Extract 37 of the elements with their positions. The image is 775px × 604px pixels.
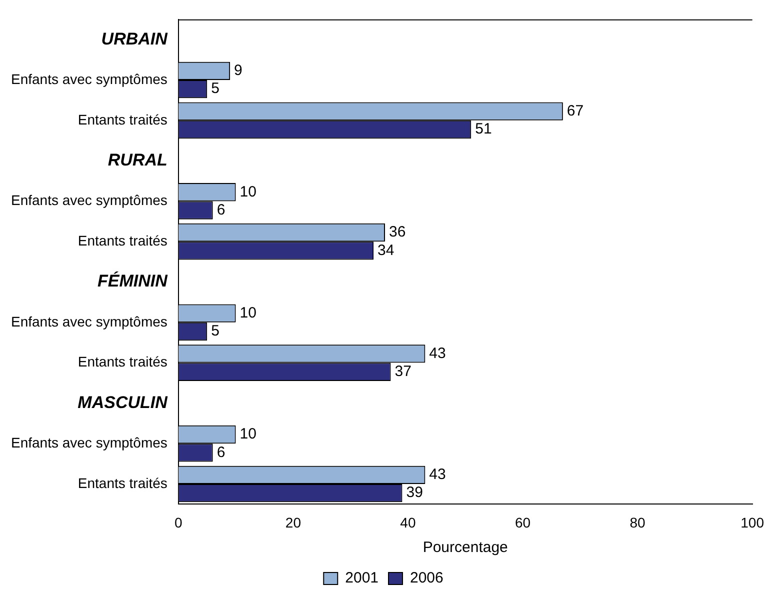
- x-tick-label: 40: [400, 514, 416, 530]
- x-tick-label: 0: [174, 514, 182, 530]
- y-tick-label: RURAL: [108, 150, 168, 170]
- data-label: 10: [240, 426, 256, 443]
- data-label: 67: [566, 102, 584, 120]
- x-tick-label: 100: [740, 514, 764, 530]
- y-tick-label: Entants traités: [78, 232, 168, 248]
- x-tick-label: 80: [630, 514, 646, 530]
- y-tick-label: Enfants avec symptômes: [10, 313, 168, 330]
- x-axis-title: Pourcentage: [422, 539, 508, 556]
- y-tick-label: Entants traités: [78, 474, 168, 491]
- data-label: 5: [211, 80, 220, 98]
- y-tick-label: Enfants avec symptômes: [10, 192, 168, 208]
- x-tick-label: 20: [285, 514, 302, 530]
- data-label: 10: [240, 183, 256, 200]
- data-label: 10: [240, 304, 256, 322]
- y-tick-label: URBAIN: [101, 29, 168, 48]
- data-label: 37: [394, 363, 412, 380]
- y-tick-label: Enfants avec symptômes: [10, 70, 168, 87]
- data-label: 51: [475, 120, 492, 138]
- y-tick-label: FÉMININ: [98, 270, 168, 291]
- legend-label: 2001: [345, 570, 379, 587]
- data-label: 43: [429, 466, 446, 484]
- legend-label: 2006: [410, 570, 444, 587]
- y-tick-label: Enfants avec symptômes: [10, 434, 168, 450]
- x-tick-label: 60: [514, 514, 531, 530]
- data-label: 6: [216, 444, 226, 461]
- data-label: 6: [216, 201, 226, 218]
- data-label: 36: [389, 224, 406, 241]
- data-label: 9: [234, 62, 242, 80]
- y-tick-label: Entants traités: [78, 111, 168, 128]
- y-tick-label: MASCULIN: [78, 392, 168, 412]
- y-tick-label: Entants traités: [78, 354, 168, 370]
- data-label: 34: [378, 242, 394, 259]
- data-label: 43: [429, 344, 446, 362]
- data-label: 39: [406, 484, 423, 502]
- data-label: 5: [211, 322, 220, 340]
